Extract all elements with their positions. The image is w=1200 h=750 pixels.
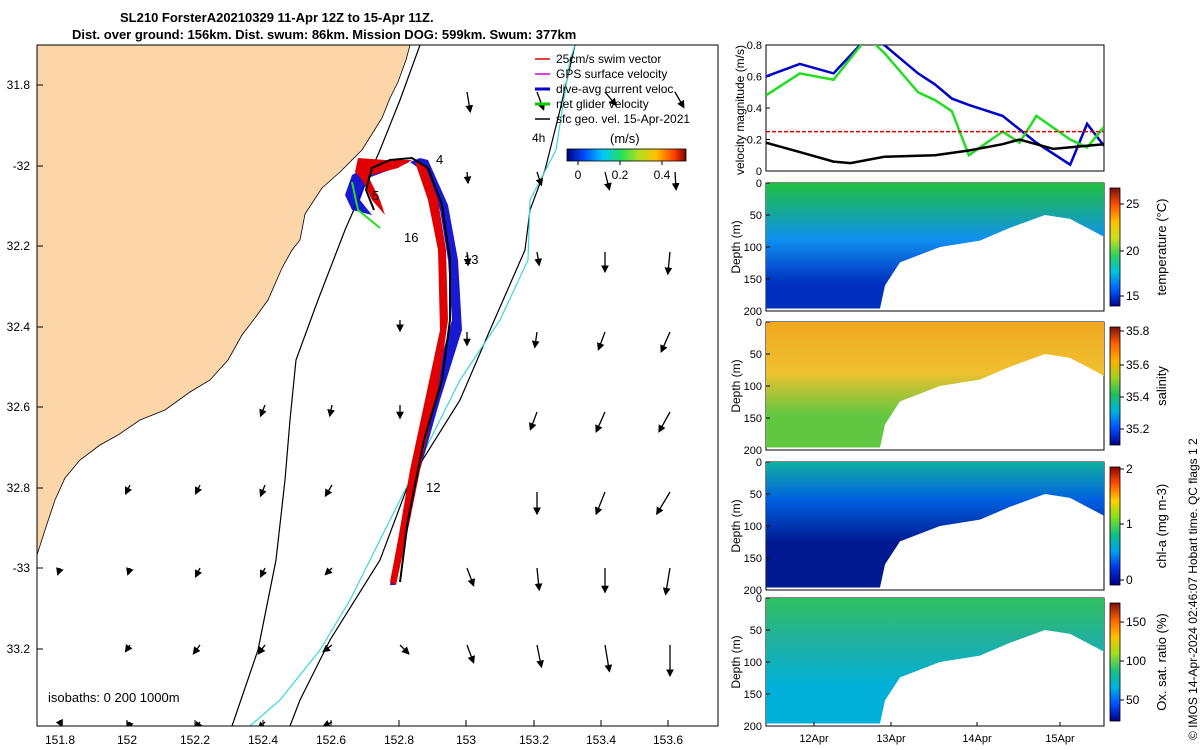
geostrophic-velocity-arrow [260, 567, 267, 578]
map-y-tick-label: 32.4 [7, 320, 31, 334]
geostrophic-velocity-arrow [259, 484, 267, 498]
map-x-tick-label: 152.4 [248, 733, 278, 747]
geostrophic-velocity-arrow [126, 567, 134, 576]
map-y-tick-label: 32.2 [7, 239, 31, 253]
geostrophic-velocity-arrow [322, 644, 333, 653]
geostrophic-velocity-arrow [257, 721, 266, 726]
footer-note: © IMOS 14-Apr-2024 02:46:07 Hobart time.… [1186, 438, 1200, 740]
geostrophic-velocity-arrow [466, 644, 475, 664]
map-x-tick-label: 151.8 [45, 733, 75, 747]
map-y-tick-label: -33 [13, 561, 31, 575]
colorbar-tick-label: 0.4 [654, 168, 671, 182]
legend-label: dive-avg current veloc. [556, 82, 677, 96]
geostrophic-velocity-arrow [56, 567, 64, 576]
glider-track [364, 156, 451, 583]
geostrophic-velocity-arrow [192, 644, 201, 655]
geostrophic-velocity-arrow [257, 644, 266, 655]
swim-vector-band-loop [355, 158, 412, 215]
geostrophic-velocity-arrow [195, 567, 202, 578]
geostrophic-velocity-arrow [671, 171, 680, 191]
colorbar-tick-label: 0 [575, 168, 582, 182]
geostrophic-velocity-arrow [534, 251, 542, 267]
geostrophic-velocity-arrow [465, 91, 474, 114]
isobath-200m [231, 45, 421, 726]
isobath-1000m [249, 45, 576, 726]
map-y-tick-label: 32.6 [7, 400, 31, 414]
geostrophic-velocity-arrow [604, 91, 617, 107]
geostrophic-velocity-arrow [594, 491, 606, 516]
geostrophic-velocity-arrow [656, 491, 671, 516]
geostrophic-velocity-arrow [664, 251, 673, 276]
title-line-2: Dist. over ground: 156km. Dist. swum: 86… [72, 27, 577, 42]
title-line-1: SL210 ForsterA20210329 11-Apr 12Z to 15-… [120, 10, 434, 25]
map-x-tick-label: 152.6 [316, 733, 346, 747]
geostrophic-velocity-arrow [604, 644, 613, 673]
geostrophic-velocity-arrow [658, 411, 671, 433]
geostrophic-velocity-arrow [662, 567, 671, 596]
geostrophic-velocity-arrow [324, 567, 333, 576]
swim-vector-band [390, 162, 448, 585]
geostrophic-velocity-arrow [535, 171, 544, 187]
legend-interval-label: 4h [532, 131, 545, 145]
geostrophic-velocity-arrow [597, 331, 606, 351]
geostrophic-velocity-arrow [674, 91, 685, 109]
geostrophic-velocity-arrow [125, 484, 132, 495]
geostrophic-velocity-arrow [195, 484, 202, 495]
geostrophic-velocity-arrow [595, 411, 606, 433]
speed-colorbar [566, 148, 687, 162]
legend-label: sfc geo. vel. 15-Apr-2021 [556, 112, 690, 126]
geostrophic-velocity-arrow [463, 251, 472, 267]
geostrophic-velocity-arrow [531, 331, 540, 349]
colorbar-tick-label: 0.2 [612, 168, 629, 182]
map-x-tick-label: 152.8 [384, 733, 414, 747]
map-x-tick-label: 153.2 [519, 733, 549, 747]
geostrophic-velocity-arrow [327, 404, 335, 418]
geostrophic-velocity-arrow [124, 644, 133, 653]
geostrophic-velocity-arrow [660, 331, 671, 353]
geostrophic-velocity-arrow [536, 644, 544, 669]
colorbar-unit-label: (m/s) [610, 131, 640, 146]
geostrophic-velocity-arrow [194, 721, 203, 726]
geostrophic-velocity-arrow [466, 567, 475, 587]
day-label: 12 [426, 480, 440, 495]
map-y-tick-label: 33.2 [7, 642, 31, 656]
map-x-tick-label: 153.4 [586, 733, 616, 747]
legend-label: net glider velocity [556, 97, 649, 111]
legend-label: 25cm/s swim vector [556, 52, 661, 66]
map-x-tick-label: 152 [117, 733, 137, 747]
map-y-tick-label: -32 [13, 159, 31, 173]
geostrophic-velocity-arrow [534, 567, 543, 592]
isobath-note: isobaths: 0 200 1000m [48, 690, 180, 705]
day-label: 5 [372, 188, 379, 203]
geostrophic-velocity-arrow [399, 644, 410, 655]
geostrophic-velocity-arrow [604, 171, 612, 191]
geostrophic-velocity-arrow [529, 411, 538, 431]
map-y-tick-label: 32.8 [7, 481, 31, 495]
map-x-tick-label: 153 [456, 733, 476, 747]
day-label: 13 [464, 252, 478, 267]
geostrophic-velocity-arrow [536, 91, 545, 111]
map-x-tick-label: 152.2 [180, 733, 210, 747]
geostrophic-velocity-arrow [324, 484, 333, 498]
geostrophic-velocity-arrow [126, 721, 134, 726]
legend-label: GPS surface velocity [556, 67, 667, 81]
geostrophic-velocity-arrow [463, 171, 472, 185]
geostrophic-velocity-arrow [259, 404, 267, 418]
map-y-tick-label: 31.8 [7, 78, 31, 92]
day-label: 16 [404, 230, 418, 245]
day-label: 4 [436, 152, 443, 167]
map-x-tick-label: 153.6 [653, 733, 683, 747]
land [37, 45, 411, 556]
net-velocity-segment [351, 181, 381, 229]
